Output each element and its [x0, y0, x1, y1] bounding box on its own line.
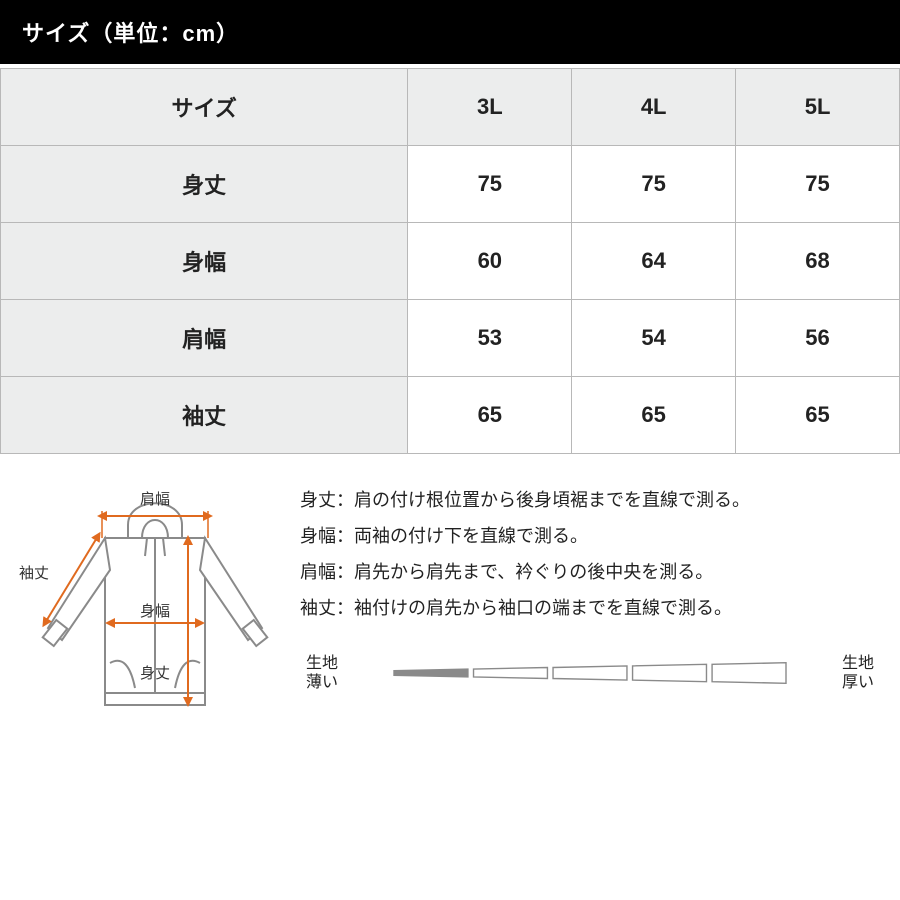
thickness-segment [394, 669, 468, 677]
col-header: 3L [408, 69, 572, 146]
cell: 68 [736, 223, 900, 300]
table-row: 袖丈 65 65 65 [1, 377, 900, 454]
row-label: 袖丈 [1, 377, 408, 454]
col-header: サイズ [1, 69, 408, 146]
diagram-label-sleeve: 袖丈 [19, 565, 49, 582]
desc-line: 肩幅：肩先から肩先まで、衿ぐりの後中央を測る。 [300, 554, 880, 590]
row-label: 肩幅 [1, 300, 408, 377]
thickness-segment [474, 668, 548, 679]
thickness-svg [354, 659, 826, 687]
desc-line: 袖丈：袖付けの肩先から袖口の端までを直線で測る。 [300, 590, 880, 626]
row-label: 身丈 [1, 146, 408, 223]
bottom-section: 肩幅 袖丈 身幅 身丈 身丈：肩の付け根位置から後身頃裾までを直線で測る。 身幅… [0, 454, 900, 753]
table-header-row: サイズ 3L 4L 5L [1, 69, 900, 146]
cell: 60 [408, 223, 572, 300]
table-row: 身丈 75 75 75 [1, 146, 900, 223]
cell: 54 [572, 300, 736, 377]
cell: 65 [408, 377, 572, 454]
cell: 75 [736, 146, 900, 223]
thickness-label-thin: 生地薄い [300, 654, 344, 692]
size-table: サイズ 3L 4L 5L 身丈 75 75 75 身幅 60 64 68 肩幅 … [0, 68, 900, 454]
cell: 64 [572, 223, 736, 300]
row-label: 身幅 [1, 223, 408, 300]
cell: 53 [408, 300, 572, 377]
table-row: 身幅 60 64 68 [1, 223, 900, 300]
desc-line: 身幅：両袖の付け下を直線で測る。 [300, 518, 880, 554]
cell: 56 [736, 300, 900, 377]
thickness-segment [712, 663, 786, 684]
col-header: 5L [736, 69, 900, 146]
diagram-label-shoulder: 肩幅 [140, 491, 170, 508]
desc-line: 身丈：肩の付け根位置から後身頃裾までを直線で測る。 [300, 482, 880, 518]
cell: 65 [736, 377, 900, 454]
table-row: 肩幅 53 54 56 [1, 300, 900, 377]
cell: 75 [572, 146, 736, 223]
garment-diagram: 肩幅 袖丈 身幅 身丈 [10, 478, 290, 743]
hoodie-svg: 肩幅 袖丈 身幅 身丈 [10, 478, 290, 738]
diagram-label-width: 身幅 [140, 603, 170, 620]
col-header: 4L [572, 69, 736, 146]
thickness-label-thick: 生地厚い [836, 654, 880, 692]
thickness-scale: 生地薄い 生地厚い [300, 654, 880, 692]
cell: 75 [408, 146, 572, 223]
description-block: 身丈：肩の付け根位置から後身頃裾までを直線で測る。 身幅：両袖の付け下を直線で測… [300, 478, 880, 743]
diagram-label-length: 身丈 [140, 665, 170, 682]
cell: 65 [572, 377, 736, 454]
thickness-segment [553, 666, 627, 680]
thickness-segment [633, 665, 707, 682]
header-title: サイズ（単位：cm） [0, 0, 900, 64]
